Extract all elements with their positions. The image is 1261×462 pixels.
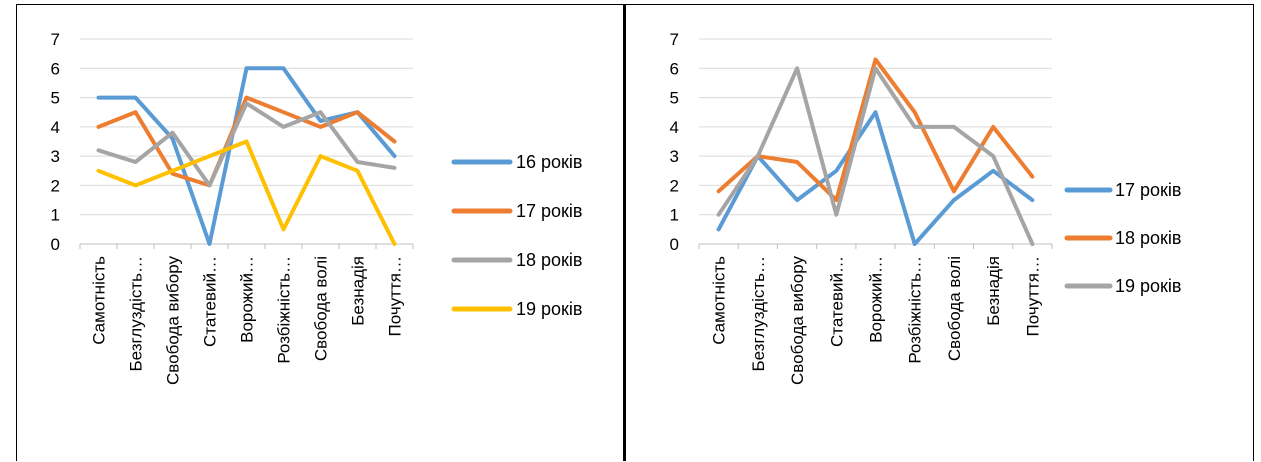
series-line-2 <box>96 95 397 188</box>
y-tick-label: 5 <box>670 89 679 108</box>
legend-label: 19 років <box>516 299 582 319</box>
y-tick-label: 4 <box>670 118 679 137</box>
x-tick-label: Свобода вибору <box>164 256 183 385</box>
y-tick-label: 4 <box>51 118 60 137</box>
series-line-3 <box>716 66 1035 246</box>
x-tick-label: Безнадія <box>984 256 1003 326</box>
chart-panel-left: 0 1 2 3 4 5 6 7 Самотність Безглуздість… Свобода в… <box>16 4 624 461</box>
x-tick-label: Розбіжність… <box>275 256 294 364</box>
legend-label: 19 років <box>1115 276 1181 296</box>
legend-label: 17 років <box>516 201 582 221</box>
legend-label: 16 років <box>516 152 582 172</box>
legend-label: 17 років <box>1115 180 1181 200</box>
y-tick-label: 3 <box>670 147 679 166</box>
x-tick-label: Свобода волі <box>945 256 964 361</box>
x-tick-label: Ворожий… <box>238 256 257 343</box>
y-tick-label: 3 <box>51 147 60 166</box>
x-tick-label: Ворожий… <box>867 256 886 343</box>
y-tick-label: 7 <box>670 30 679 49</box>
y-tick-label: 2 <box>51 176 60 195</box>
line-chart-right: 0 1 2 3 4 5 6 7 Самотність Безглуздість… Свобода в… <box>670 30 1182 385</box>
x-tick-label: Самотність <box>710 256 729 345</box>
x-tick-label: Самотність <box>90 256 109 345</box>
x-tick-label: Розбіжність… <box>906 256 925 364</box>
y-tick-label: 5 <box>51 89 60 108</box>
legend-label: 18 років <box>1115 228 1181 248</box>
y-tick-label: 6 <box>51 59 60 78</box>
y-tick-label: 6 <box>670 59 679 78</box>
y-tick-label: 0 <box>670 235 679 254</box>
chart-panel-right: 0 1 2 3 4 5 6 7 Самотність Безглуздість… Свобода в… <box>624 4 1254 461</box>
line-chart-left: 0 1 2 3 4 5 6 7 Самотність Безглуздість… Свобода в… <box>51 30 583 385</box>
x-tick-label: Статевий… <box>827 256 846 347</box>
series-line-4 <box>96 139 397 246</box>
y-tick-label: 1 <box>670 206 679 225</box>
x-tick-label: Свобода вибору <box>788 256 807 385</box>
x-tick-label: Безглуздість… <box>749 256 768 372</box>
series-line-1 <box>716 110 1035 246</box>
x-tick-label: Почуття… <box>386 256 405 336</box>
x-tick-label: Безнадія <box>349 256 368 326</box>
x-tick-label: Статевий… <box>201 256 220 347</box>
series-line-3 <box>96 101 397 188</box>
legend-label: 18 років <box>516 250 582 270</box>
y-tick-label: 0 <box>51 235 60 254</box>
x-tick-label: Почуття… <box>1023 256 1042 336</box>
y-tick-label: 1 <box>51 206 60 225</box>
x-tick-label: Свобода волі <box>312 256 331 361</box>
y-tick-label: 2 <box>670 176 679 195</box>
x-tick-label: Безглуздість… <box>127 256 146 372</box>
y-tick-label: 7 <box>51 30 60 49</box>
